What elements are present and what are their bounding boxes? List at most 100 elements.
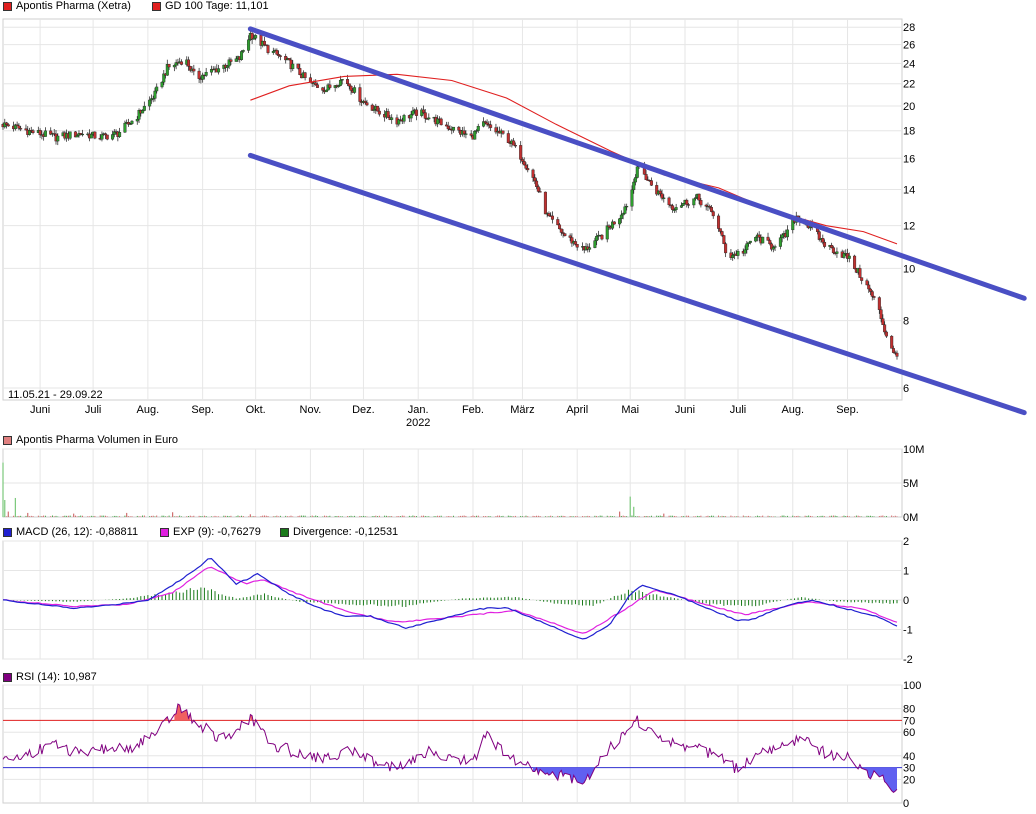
legend-exp-label: EXP (9): -0,76279 [173, 526, 261, 538]
candle-body [489, 124, 493, 128]
candle-body [835, 251, 839, 254]
candle-body [13, 124, 17, 130]
candle-body [397, 119, 401, 125]
candle-body [531, 169, 535, 178]
candle-body [722, 235, 726, 244]
candle-body [612, 221, 616, 225]
candle-body [217, 68, 221, 73]
candle-body [526, 168, 530, 171]
candle-body [151, 98, 155, 100]
month-label: Feb. [462, 404, 484, 416]
legend-macd-label: MACD (26, 12): -0,88811 [16, 526, 139, 538]
candle-body [89, 133, 93, 139]
macd-tick-label: -2 [903, 654, 913, 666]
candle-body [607, 225, 611, 228]
candle-body [155, 86, 159, 92]
candle-body [842, 253, 846, 258]
candle-body [241, 50, 245, 52]
macd-tick-label: -1 [903, 625, 913, 637]
candle-body [476, 126, 480, 131]
macd-tick-label: 0 [903, 595, 909, 607]
macd-line [2, 557, 898, 640]
rsi-tick-label: 100 [903, 680, 921, 692]
candle-body [444, 124, 448, 127]
candle-body [259, 35, 263, 46]
candle-body [340, 79, 344, 81]
candle-body [494, 127, 498, 133]
date-range-label: 11.05.21 - 29.09.22 [8, 389, 103, 401]
price-tick-label: 24 [903, 58, 915, 70]
candle-body [558, 224, 562, 230]
month-label: April [566, 404, 588, 416]
candle-body [823, 241, 827, 247]
candle-body [634, 177, 638, 183]
price-tick-label: 12 [903, 221, 915, 233]
candle-body [469, 133, 473, 136]
candle-body [303, 72, 307, 78]
candle-body [575, 244, 579, 248]
candle-body [197, 70, 201, 79]
candle-body [409, 114, 413, 119]
candle-body [402, 115, 406, 122]
legend-divergence-label: Divergence: -0,12531 [293, 526, 399, 538]
candle-body [275, 49, 279, 55]
month-label: Jan. [408, 404, 429, 416]
candle-body [761, 236, 765, 244]
candle-body [475, 130, 479, 132]
candle-body [414, 109, 418, 116]
candle-body [709, 207, 713, 212]
candle-body [31, 130, 35, 133]
rsi-oversold-zone [861, 767, 897, 793]
candle-body [130, 120, 134, 124]
candle-body [513, 145, 517, 147]
candle-body [891, 348, 895, 353]
candle-body [337, 85, 341, 87]
volume-tick-label: 5M [903, 478, 918, 490]
candle-body [699, 200, 703, 206]
candle-body [162, 73, 166, 83]
candle-body [376, 105, 380, 112]
volume-tick-label: 10M [903, 444, 924, 456]
rsi-tick-label: 80 [903, 704, 915, 716]
candle-body [421, 109, 425, 113]
candle-body [605, 225, 609, 240]
volume-bars-group [2, 462, 898, 517]
candle-body [141, 110, 145, 114]
candle-body [126, 122, 130, 125]
candle-body [679, 205, 683, 208]
divergence-bars-group [6, 587, 898, 607]
legend-gd100-swatch [152, 1, 161, 11]
candle-body [19, 128, 23, 130]
candle-body [24, 128, 28, 131]
candle-body [865, 280, 869, 286]
price-tick-label: 16 [903, 153, 915, 165]
candle-body [881, 318, 885, 325]
candle-body [462, 130, 466, 135]
candle-body [365, 102, 369, 106]
gd100-line [250, 73, 898, 245]
candle-body [821, 238, 825, 243]
candle-body [179, 61, 183, 65]
candle-body [535, 180, 539, 187]
candle-body [757, 234, 761, 238]
candle-body [298, 68, 302, 75]
candle-body [49, 130, 53, 135]
candle-body [550, 215, 554, 220]
candle-body [296, 63, 300, 69]
candle-body [635, 166, 639, 178]
candle-body [771, 247, 775, 250]
legend-gd100-label: GD 100 Tage: 11,101 [165, 0, 269, 12]
candle-body [370, 104, 374, 111]
candle-body [314, 82, 318, 85]
candles-group [1, 29, 899, 360]
candle-body [780, 234, 784, 238]
candle-body [595, 235, 599, 241]
candle-body [559, 228, 563, 233]
candle-body [6, 124, 10, 127]
candle-body [556, 219, 560, 226]
candle-body [671, 205, 675, 211]
legend-volume-swatch [3, 435, 12, 445]
candle-body [284, 56, 288, 61]
candle-body [619, 214, 623, 219]
candle-body [773, 246, 777, 248]
